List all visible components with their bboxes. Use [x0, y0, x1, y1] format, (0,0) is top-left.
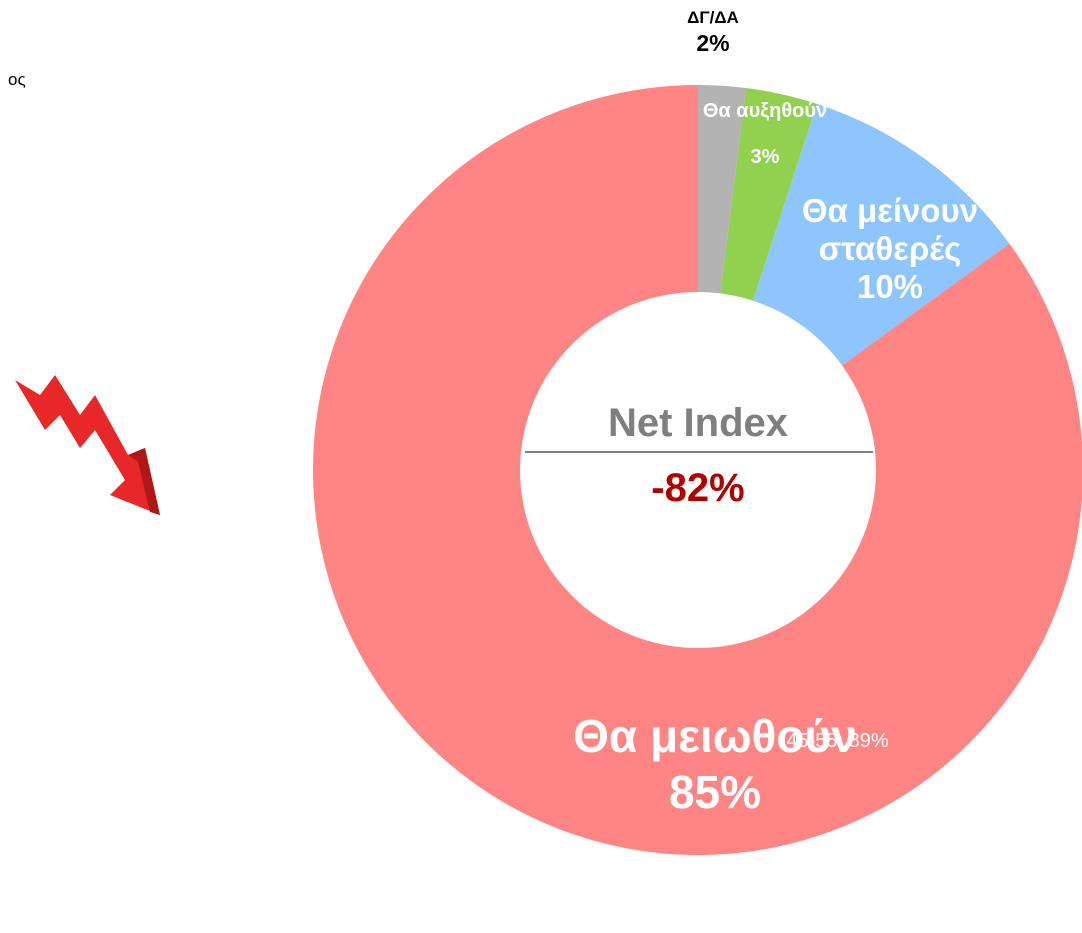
donut-slice [753, 103, 1010, 366]
slice-value-label: 10% [856, 268, 924, 305]
slice-label: Θα μειωθούν [573, 710, 857, 762]
slice-label: Θα αυξηθούν [702, 100, 828, 122]
slice-value-label: 2% [696, 30, 730, 56]
arrow-icon [15, 375, 160, 515]
donut-slice [720, 88, 817, 301]
slice-label: ΔΓ/ΔΑ [687, 8, 739, 27]
center-title: Net Index [607, 401, 789, 445]
note-text: 45-55: 89% [786, 730, 889, 752]
donut-slice [312, 85, 1082, 855]
slice-value-label: 3% [750, 146, 780, 168]
slice-label: Θα μείνουν σταθερές [801, 192, 979, 267]
donut-slice [698, 85, 747, 294]
corner-text: ος [8, 70, 26, 89]
center-value: -82% [651, 466, 745, 510]
slice-value-label: 85% [668, 766, 762, 818]
